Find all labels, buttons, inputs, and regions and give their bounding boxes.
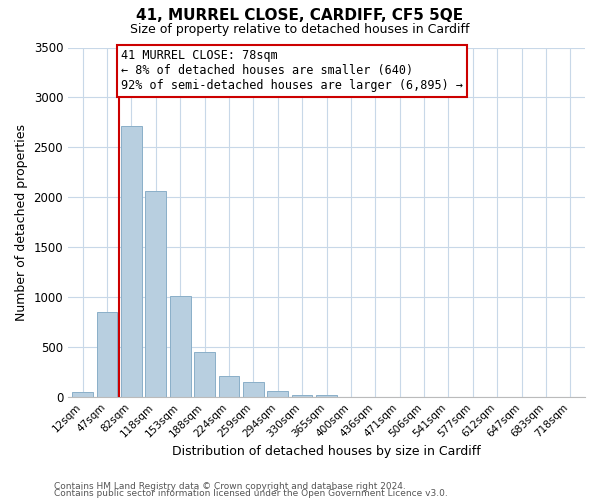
- Bar: [97, 312, 118, 397]
- Text: Size of property relative to detached houses in Cardiff: Size of property relative to detached ho…: [130, 22, 470, 36]
- Y-axis label: Number of detached properties: Number of detached properties: [15, 124, 28, 321]
- Bar: [292, 394, 313, 397]
- Bar: [121, 126, 142, 397]
- Bar: [268, 390, 288, 397]
- Bar: [218, 376, 239, 397]
- Bar: [170, 296, 191, 397]
- Bar: [316, 395, 337, 397]
- Bar: [243, 382, 264, 397]
- X-axis label: Distribution of detached houses by size in Cardiff: Distribution of detached houses by size …: [172, 444, 481, 458]
- Bar: [73, 392, 93, 397]
- Text: 41 MURREL CLOSE: 78sqm
← 8% of detached houses are smaller (640)
92% of semi-det: 41 MURREL CLOSE: 78sqm ← 8% of detached …: [121, 50, 463, 92]
- Bar: [145, 192, 166, 397]
- Text: Contains public sector information licensed under the Open Government Licence v3: Contains public sector information licen…: [54, 490, 448, 498]
- Bar: [194, 352, 215, 397]
- Text: Contains HM Land Registry data © Crown copyright and database right 2024.: Contains HM Land Registry data © Crown c…: [54, 482, 406, 491]
- Text: 41, MURREL CLOSE, CARDIFF, CF5 5QE: 41, MURREL CLOSE, CARDIFF, CF5 5QE: [136, 8, 464, 22]
